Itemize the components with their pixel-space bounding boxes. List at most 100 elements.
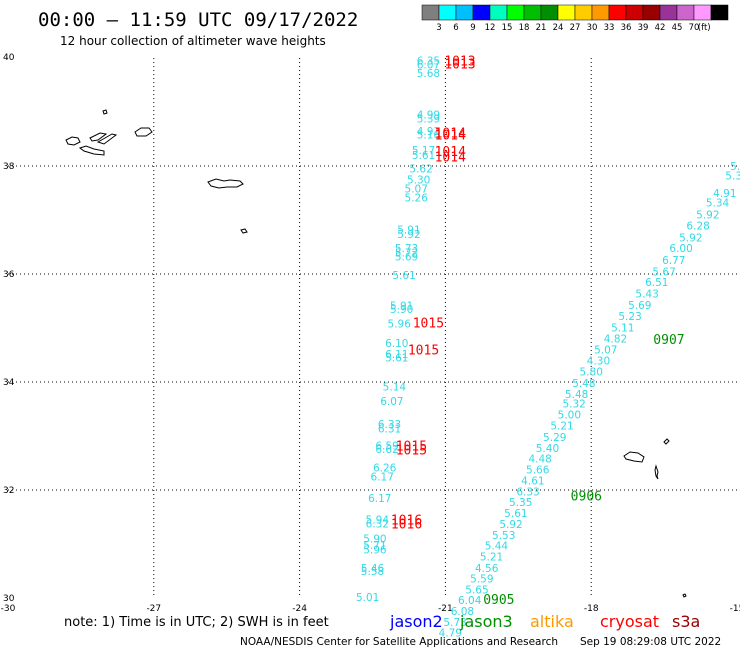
wave-height-value: 6.77	[662, 255, 685, 267]
wave-height-value: 6.07	[380, 396, 403, 408]
colorbar-label: 70	[689, 23, 700, 33]
wave-height-value: 5.21	[550, 421, 573, 433]
colorbar-label: 9	[470, 23, 475, 33]
wave-height-value: 5.07	[594, 345, 617, 357]
wave-height-value: 5.96	[388, 319, 412, 331]
colorbar-swatch	[506, 4, 525, 21]
wave-height-value: 5.62	[409, 164, 432, 176]
credit-text: NOAA/NESDIS Center for Satellite Applica…	[240, 636, 558, 648]
wave-height-value: 6.59	[375, 441, 398, 453]
wave-height-value: 6.17	[371, 472, 394, 484]
wave-height-value: 5.90	[363, 534, 386, 546]
wave-height-value: 5.30	[407, 175, 430, 187]
wave-height-value: 6.08	[451, 606, 474, 618]
wave-height-value: 5.46	[361, 563, 385, 575]
colorbar-label: 42	[655, 23, 666, 33]
wave-height-value: 5.71	[363, 540, 386, 552]
wave-height-value: 5.69	[395, 252, 418, 264]
wave-height-value: 4.56	[475, 563, 499, 575]
colorbar-label: 27	[570, 23, 581, 33]
colorbar-label: 36	[621, 23, 632, 33]
colorbar-label: 33	[604, 23, 615, 33]
wave-height-value: 5.91	[397, 225, 420, 237]
pass-time-label: 1015	[413, 317, 444, 332]
wave-height-value: 5.67	[652, 266, 675, 278]
lat-tick-label: 34	[3, 378, 15, 388]
wave-height-value: 4.30	[587, 355, 610, 367]
wave-height-value: 5.92	[696, 210, 719, 222]
lon-tick-label: -30	[1, 604, 16, 614]
colorbar-swatch	[591, 4, 610, 21]
colorbar-label: 21	[536, 23, 547, 33]
wave-height-value: 5.91	[390, 300, 413, 312]
colorbar-swatch	[421, 4, 440, 21]
coastline-island	[623, 451, 645, 463]
coastline-island	[682, 593, 687, 598]
wave-height-value: 4.48	[528, 454, 551, 466]
coastline-island	[240, 228, 248, 234]
wave-height-value: 5.96	[363, 544, 387, 556]
wave-height-value: 5.21	[480, 551, 503, 563]
wave-height-value: 5.14	[383, 381, 407, 393]
wave-height-value: 5.32	[562, 399, 585, 411]
wave-height-value: 6.07	[417, 59, 440, 71]
satellite-legend-altika: altika	[530, 612, 574, 631]
timestamp-text: Sep 19 08:29:08 UTC 2022	[580, 636, 721, 648]
colorbar-swatch	[438, 4, 457, 21]
lat-lon-grid	[8, 58, 737, 598]
wave-height-value: 5.80	[580, 367, 603, 379]
wave-height-value: 6.26	[373, 462, 397, 474]
colorbar-swatch	[540, 4, 559, 21]
wave-height-value: 5.35	[509, 497, 532, 509]
colorbar-label: 3	[436, 23, 441, 33]
colorbar-label: 12	[485, 23, 496, 33]
colorbar-swatch	[455, 4, 474, 21]
satellite-track-west: 6.356.075.684.995.394.915.165.175.615.62…	[356, 56, 440, 604]
wave-height-value: 6.33	[378, 419, 401, 431]
pass-time-label: 1015	[396, 440, 427, 455]
pass-time-label: 1016	[391, 517, 422, 532]
pass-time-label: 1016	[391, 514, 422, 529]
wave-height-value: 5.00	[558, 409, 581, 421]
coastline-outlines	[65, 109, 687, 598]
pass-time-label: 0907	[653, 333, 684, 348]
wave-height-value: 5.92	[397, 229, 420, 241]
colorbar-swatch	[625, 4, 644, 21]
wave-height-value: 5.61	[412, 150, 435, 162]
axis-tick-labels: -30 -27 -24 -21 -18 -15 40 38 36 34 32 30	[1, 53, 740, 614]
coastline-island	[654, 464, 659, 480]
colorbar-swatch	[574, 4, 593, 21]
wave-height-value: 5.11	[611, 322, 634, 334]
wave-height-value: 5.92	[499, 519, 522, 531]
lon-tick-label: -21	[438, 604, 453, 614]
wave-height-value: 4.79	[439, 628, 462, 640]
colorbar-swatch	[676, 4, 695, 21]
pass-time-label: 1014	[435, 145, 466, 160]
coastline-island	[663, 438, 670, 445]
lat-tick-label: 40	[3, 53, 15, 63]
coastline-island	[96, 133, 118, 145]
wave-height-value: 5.61	[392, 270, 415, 282]
pass-time-label: 1015	[408, 344, 439, 359]
pass-time-label: 1013	[444, 55, 475, 70]
wave-height-value: 5.39	[417, 113, 440, 125]
map-subtitle: 12 hour collection of altimeter wave hei…	[60, 34, 326, 48]
coastline-island	[102, 109, 108, 115]
pass-time-label: 0906	[571, 489, 602, 504]
wave-height-value: 5.29	[543, 432, 566, 444]
wave-height-value: 6.32	[366, 518, 389, 530]
colorbar-label: 39	[638, 23, 649, 33]
colorbar-label: 30	[587, 23, 598, 33]
wave-height-value: 5.61	[385, 353, 408, 365]
wave-height-value: 5.44	[485, 541, 509, 553]
colorbar-label: 18	[519, 23, 530, 33]
wave-height-value: 6.17	[368, 493, 391, 505]
wave-height-value: 5.30	[725, 171, 740, 183]
wave-height-value: 6.33	[516, 487, 539, 499]
wave-height-value: 5.61	[504, 508, 527, 520]
lon-tick-label: -24	[292, 604, 307, 614]
wave-height-value: 5.34	[706, 198, 730, 210]
colorbar-swatch	[557, 4, 576, 21]
wave-height-value: 5.73	[395, 243, 418, 255]
